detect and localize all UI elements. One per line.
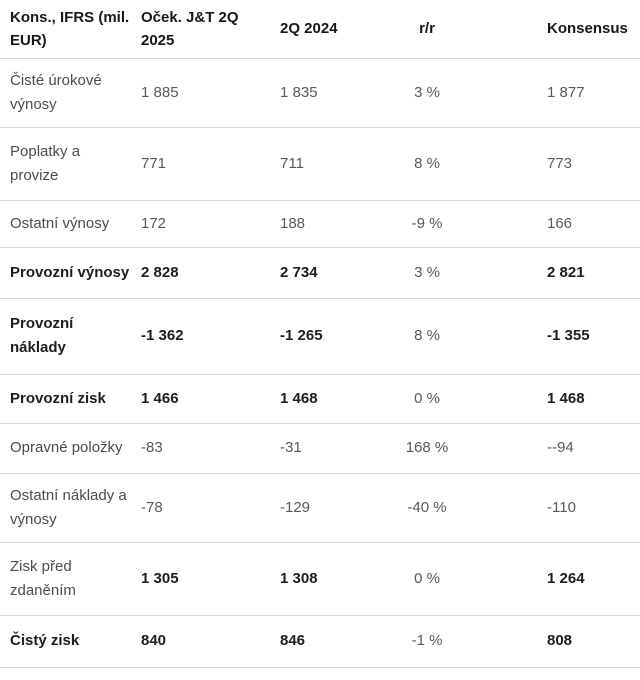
cell-expected: 1 885	[131, 58, 270, 128]
cell-expected: -83	[131, 423, 270, 474]
row-label: Provozní náklady	[0, 298, 131, 375]
cell-2q2024: 1 468	[270, 374, 380, 424]
cell-yoy: 3 %	[380, 247, 474, 299]
table-row-total: Provozní náklady -1 362 -1 265 8 % -1 35…	[0, 298, 640, 375]
cell-expected: 172	[131, 200, 270, 248]
header-row: Kons., IFRS (mil. EUR) Oček. J&T 2Q 2025…	[0, 0, 640, 59]
cell-consensus: 808	[474, 615, 640, 668]
table-row-total: Provozní výnosy 2 828 2 734 3 % 2 821	[0, 247, 640, 299]
cell-consensus: 1 468	[474, 374, 640, 424]
cell-2q2024: 188	[270, 200, 380, 248]
table-header: Kons., IFRS (mil. EUR) Oček. J&T 2Q 2025…	[0, 0, 640, 59]
row-label: Čisté úrokové výnosy	[0, 58, 131, 128]
table-row: Čisté úrokové výnosy 1 885 1 835 3 % 1 8…	[0, 58, 640, 128]
cell-yoy: 0 %	[380, 542, 474, 616]
table-row: Ostatní výnosy 172 188 -9 % 166	[0, 200, 640, 248]
cell-2q2024: 1 835	[270, 58, 380, 128]
cell-2q2024: 846	[270, 615, 380, 668]
cell-yoy: 8 %	[380, 298, 474, 375]
cell-yoy: -1 %	[380, 615, 474, 668]
cell-consensus: -110	[474, 473, 640, 543]
table-row: Opravné položky -83 -31 168 % --94	[0, 423, 640, 474]
row-label: Ostatní výnosy	[0, 200, 131, 248]
cell-expected: 840	[131, 615, 270, 668]
cell-yoy: 168 %	[380, 423, 474, 474]
header-yoy: r/r	[380, 0, 474, 59]
row-label: Ostatní náklady a výnosy	[0, 473, 131, 543]
cell-expected: 1 466	[131, 374, 270, 424]
cell-expected: -78	[131, 473, 270, 543]
table-row: Ostatní náklady a výnosy -78 -129 -40 % …	[0, 473, 640, 543]
cell-expected: 771	[131, 127, 270, 201]
cell-expected: 1 305	[131, 542, 270, 616]
cell-consensus: 1 264	[474, 542, 640, 616]
cell-consensus: 166	[474, 200, 640, 248]
cell-consensus: 1 877	[474, 58, 640, 128]
row-label: Čistý zisk	[0, 615, 131, 668]
table-row-total: Provozní zisk 1 466 1 468 0 % 1 468	[0, 374, 640, 424]
header-2q2024: 2Q 2024	[270, 0, 380, 59]
cell-2q2024: 711	[270, 127, 380, 201]
cell-expected: -1 362	[131, 298, 270, 375]
cell-2q2024: -129	[270, 473, 380, 543]
cell-2q2024: 2 734	[270, 247, 380, 299]
cell-consensus: 773	[474, 127, 640, 201]
row-label: Poplatky a provize	[0, 127, 131, 201]
cell-2q2024: -1 265	[270, 298, 380, 375]
header-expected: Oček. J&T 2Q 2025	[131, 0, 270, 59]
cell-yoy: 0 %	[380, 374, 474, 424]
cell-yoy: -9 %	[380, 200, 474, 248]
table-body: Čisté úrokové výnosy 1 885 1 835 3 % 1 8…	[0, 58, 640, 668]
row-label: Zisk před zdaněním	[0, 542, 131, 616]
cell-consensus: 2 821	[474, 247, 640, 299]
cell-consensus: --94	[474, 423, 640, 474]
row-label: Provozní zisk	[0, 374, 131, 424]
table-row-total: Zisk před zdaněním 1 305 1 308 0 % 1 264	[0, 542, 640, 616]
cell-yoy: 3 %	[380, 58, 474, 128]
cell-yoy: 8 %	[380, 127, 474, 201]
cell-2q2024: 1 308	[270, 542, 380, 616]
row-label: Provozní výnosy	[0, 247, 131, 299]
table-row-total: Čistý zisk 840 846 -1 % 808	[0, 615, 640, 668]
table-row: Poplatky a provize 771 711 8 % 773	[0, 127, 640, 201]
header-consensus: Konsensus	[474, 0, 640, 59]
cell-expected: 2 828	[131, 247, 270, 299]
cell-consensus: -1 355	[474, 298, 640, 375]
row-label: Opravné položky	[0, 423, 131, 474]
cell-2q2024: -31	[270, 423, 380, 474]
header-metric: Kons., IFRS (mil. EUR)	[0, 0, 131, 59]
cell-yoy: -40 %	[380, 473, 474, 543]
